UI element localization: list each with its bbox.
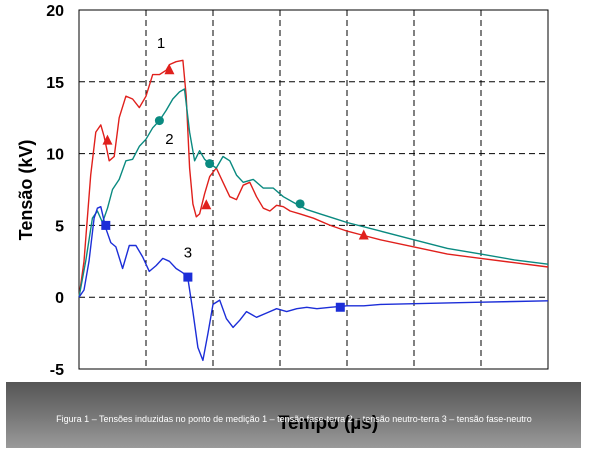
series-marker-1 (102, 134, 113, 145)
series-marker-2 (154, 116, 164, 126)
series-tag-1: 1 (157, 35, 165, 52)
y-axis-title: Tensão (kV) (16, 140, 36, 241)
series-marker-3 (183, 272, 193, 282)
caption-band (6, 382, 581, 448)
series-line-3 (78, 205, 549, 362)
y-tick-label: 0 (55, 290, 64, 307)
y-tick-label: -5 (50, 362, 64, 379)
y-tick-label: 5 (55, 218, 64, 235)
grid-lines (78, 9, 549, 370)
series-marker-1 (164, 64, 175, 75)
series-marker-3 (101, 220, 111, 230)
series-marker-2 (295, 199, 305, 209)
y-tick-label: 20 (46, 3, 64, 20)
series-marker-1 (201, 199, 212, 210)
figure-caption: Figura 1 – Tensões induzidas no ponto de… (56, 414, 532, 424)
y-tick-labels: -5 0 5 10 15 20 (46, 3, 64, 379)
series-tag-2: 2 (165, 131, 173, 148)
series-line-2 (78, 88, 549, 298)
series-tag-3: 3 (184, 245, 192, 262)
plot-frame (78, 9, 549, 370)
y-tick-label: 15 (46, 75, 64, 92)
series-tags: 1 2 3 (157, 35, 192, 262)
series-marker-2 (205, 159, 215, 169)
series-layer (78, 59, 549, 362)
marker-layer (101, 64, 369, 312)
series-marker-3 (335, 302, 345, 312)
x-axis-title: Tempo (µs) (277, 413, 379, 434)
series-line-1 (78, 59, 549, 298)
series-marker-1 (358, 229, 369, 240)
y-tick-label: 10 (46, 147, 64, 164)
